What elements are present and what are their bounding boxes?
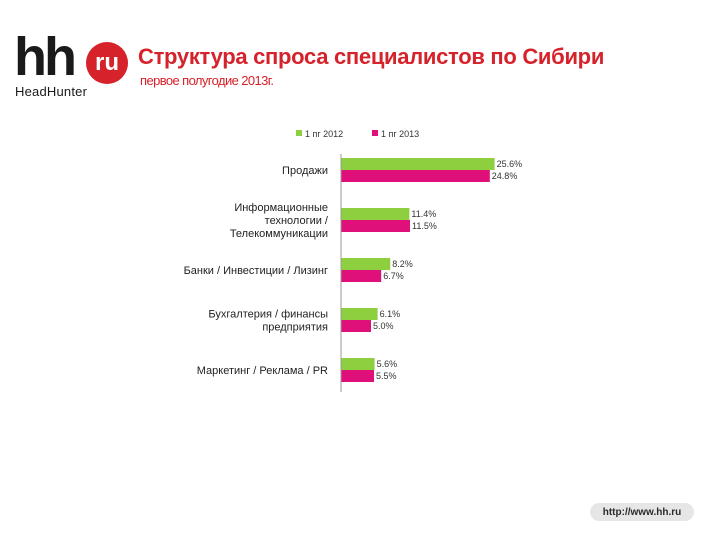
category-label-1-0: Информационные bbox=[234, 202, 328, 214]
legend-swatch-1 bbox=[372, 130, 378, 136]
data-label-0-2: 8.2% bbox=[392, 259, 413, 269]
bar-0-1 bbox=[341, 208, 410, 220]
category-label-1-2: Телекоммуникации bbox=[230, 228, 328, 240]
bar-0-4 bbox=[341, 358, 375, 370]
category-label-0-0: Продажи bbox=[282, 165, 328, 177]
data-label-0-3: 6.1% bbox=[380, 309, 401, 319]
bar-0-0 bbox=[341, 158, 495, 170]
chart-legend: 1 пг 2012 1 пг 2013 bbox=[296, 129, 419, 139]
logo-subtitle: HeadHunter bbox=[15, 84, 88, 99]
data-label-1-3: 5.0% bbox=[373, 321, 394, 331]
category-label-4-0: Маркетинг / Реклама / PR bbox=[197, 365, 328, 377]
footer-url[interactable]: http://www.hh.ru bbox=[590, 503, 694, 521]
data-label-1-1: 11.5% bbox=[412, 221, 437, 231]
category-label-3-1: предприятия bbox=[262, 322, 328, 334]
bar-1-1 bbox=[341, 220, 410, 232]
data-label-0-1: 11.4% bbox=[411, 209, 436, 219]
data-label-1-2: 6.7% bbox=[383, 271, 404, 281]
bar-1-0 bbox=[341, 170, 490, 182]
data-label-1-0: 24.8% bbox=[492, 171, 518, 181]
chart-bars: 25.6% 24.8% 11.4% 11.5% 8.2% 6.7% 6.1% 5.0% 5.6%… bbox=[341, 158, 522, 382]
logo-hh-mark: hh bbox=[14, 27, 77, 87]
bar-0-3 bbox=[341, 308, 378, 320]
data-label-0-4: 5.6% bbox=[377, 359, 398, 369]
headhunter-logo: hh ru HeadHunter bbox=[14, 30, 128, 108]
page-title: Структура спроса специалистов по Сибири bbox=[138, 44, 605, 69]
legend-label-0: 1 пг 2012 bbox=[305, 129, 343, 139]
bar-1-3 bbox=[341, 320, 371, 332]
bar-0-2 bbox=[341, 258, 391, 270]
category-label-2-0: Банки / Инвестиции / Лизинг bbox=[184, 265, 328, 277]
bar-1-2 bbox=[341, 270, 382, 282]
category-label-1-1: технологии / bbox=[265, 215, 329, 227]
bar-1-4 bbox=[341, 370, 374, 382]
page-subtitle: первое полугодие 2013г. bbox=[140, 73, 274, 88]
data-label-0-0: 25.6% bbox=[497, 159, 523, 169]
category-label-3-0: Бухгалтерия / финансы bbox=[208, 309, 328, 321]
logo-ru-badge: ru bbox=[86, 42, 128, 84]
data-label-1-4: 5.5% bbox=[376, 371, 397, 381]
legend-swatch-0 bbox=[296, 130, 302, 136]
legend-label-1: 1 пг 2013 bbox=[381, 129, 419, 139]
